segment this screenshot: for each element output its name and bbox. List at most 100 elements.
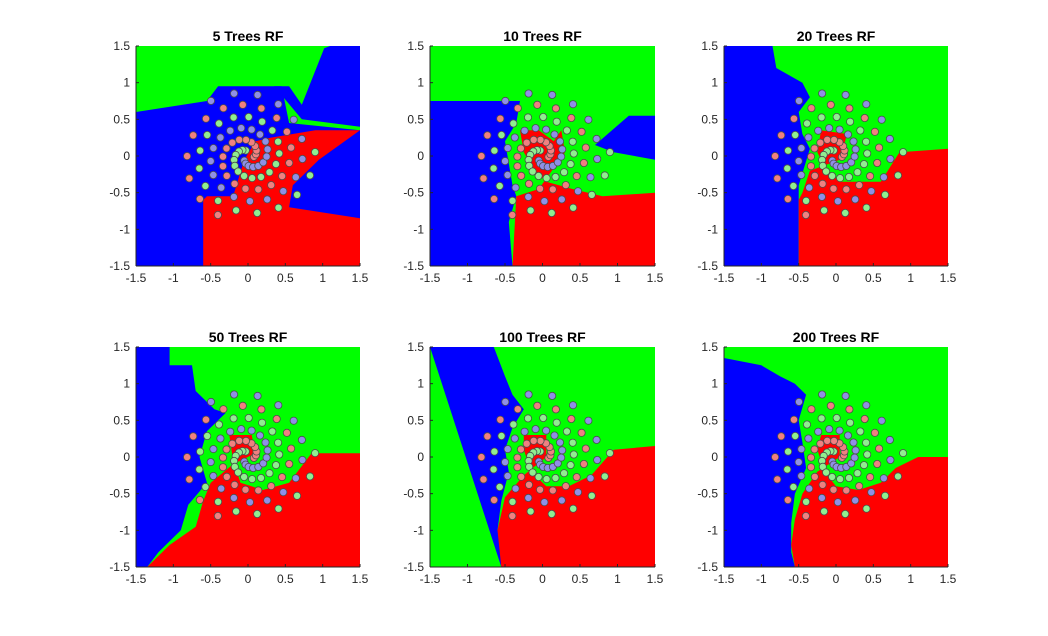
data-point-green — [860, 160, 869, 169]
data-point-green — [587, 190, 596, 199]
plot-area — [136, 347, 360, 567]
data-point-blue — [804, 434, 813, 443]
data-point-red — [213, 512, 222, 521]
data-point-green — [863, 450, 872, 459]
panel-title: 200 Trees RF — [793, 329, 880, 345]
data-point-green — [203, 431, 212, 440]
data-point-green — [240, 472, 249, 481]
data-point-red — [783, 495, 792, 504]
data-point-blue — [851, 145, 860, 154]
y-tick-label: 1 — [711, 377, 718, 391]
data-point-red — [810, 472, 819, 481]
data-point-red — [807, 104, 816, 113]
panel-title: 5 Trees RF — [213, 28, 284, 44]
data-point-green — [526, 507, 535, 516]
data-point-red — [536, 485, 545, 494]
data-point-red — [533, 401, 542, 410]
data-point-blue — [833, 498, 842, 507]
x-tick-label: -0.5 — [495, 572, 516, 586]
data-point-blue — [574, 187, 583, 196]
data-point-blue — [510, 434, 519, 443]
data-point-blue — [805, 484, 814, 493]
data-point-green — [229, 414, 238, 423]
data-point-blue — [262, 453, 271, 462]
data-point-red — [536, 135, 545, 144]
data-point-blue — [556, 438, 565, 447]
data-point-red — [189, 131, 198, 140]
data-point-blue — [847, 459, 856, 468]
data-point-red — [801, 512, 810, 521]
data-point-red — [773, 174, 782, 183]
data-point-red — [855, 482, 864, 491]
data-point-green — [783, 164, 792, 173]
y-tick-label: 1 — [711, 76, 718, 90]
data-point-red — [183, 453, 192, 462]
data-point-blue — [867, 187, 876, 196]
panel-6: -1.5 -1 -0.5 0 0.5 1 1.5 -1.5 -1 -0.5 0 0.5 1 1.5 200 … — [697, 329, 956, 586]
data-point-red — [801, 210, 810, 219]
data-point-red — [818, 480, 827, 489]
data-point-green — [274, 438, 283, 447]
data-point-blue — [849, 137, 858, 146]
data-point-red — [773, 475, 782, 484]
data-point-red — [228, 138, 237, 147]
data-point-red — [548, 185, 557, 194]
data-point-green — [229, 113, 238, 122]
data-point-red — [577, 428, 586, 437]
data-point-green — [526, 206, 535, 215]
data-point-green — [539, 413, 548, 422]
x-tick-label: -1.5 — [714, 271, 735, 285]
data-point-blue — [510, 133, 519, 142]
data-point-green — [201, 181, 210, 190]
x-tick-label: -1.5 — [420, 572, 441, 586]
data-point-blue — [501, 458, 510, 467]
data-point-green — [201, 482, 210, 491]
data-point-green — [214, 497, 223, 506]
data-point-green — [566, 160, 575, 169]
y-tick-label: -1.5 — [403, 560, 424, 574]
y-tick-label: 0.5 — [701, 112, 718, 126]
data-point-green — [524, 414, 533, 423]
data-point-blue — [206, 458, 215, 467]
data-point-green — [232, 507, 241, 516]
data-point-blue — [229, 192, 238, 201]
data-point-blue — [524, 493, 533, 502]
data-point-blue — [558, 145, 567, 154]
data-point-blue — [253, 391, 262, 400]
y-tick-label: 0 — [711, 450, 718, 464]
data-point-blue — [877, 416, 886, 425]
data-point-blue — [797, 144, 806, 153]
data-point-red — [807, 405, 816, 414]
data-point-blue — [261, 137, 270, 146]
data-point-red — [479, 174, 488, 183]
data-point-green — [817, 414, 826, 423]
data-point-blue — [886, 455, 895, 464]
data-point-green — [508, 196, 517, 205]
data-point-green — [195, 164, 204, 173]
plot-area — [136, 46, 360, 266]
region-red — [203, 130, 360, 266]
data-point-blue — [814, 427, 823, 436]
data-point-blue — [279, 187, 288, 196]
data-point-green — [542, 174, 551, 183]
data-point-green — [856, 126, 865, 135]
data-point-blue — [814, 126, 823, 135]
data-point-red — [875, 143, 884, 152]
data-point-red — [771, 152, 780, 161]
x-tick-label: 0.5 — [572, 271, 589, 285]
data-point-red — [219, 405, 228, 414]
data-point-red — [875, 444, 884, 453]
data-point-red — [807, 152, 816, 161]
data-point-red — [508, 210, 517, 219]
data-point-red — [816, 439, 825, 448]
data-point-red — [529, 135, 538, 144]
data-point-green — [244, 113, 253, 122]
data-point-blue — [247, 125, 256, 134]
data-point-green — [899, 148, 908, 157]
data-point-red — [807, 453, 816, 462]
data-point-blue — [263, 496, 272, 505]
data-point-red — [551, 104, 560, 113]
data-point-blue — [553, 158, 562, 167]
data-point-red — [218, 162, 227, 171]
data-point-blue — [542, 426, 551, 435]
